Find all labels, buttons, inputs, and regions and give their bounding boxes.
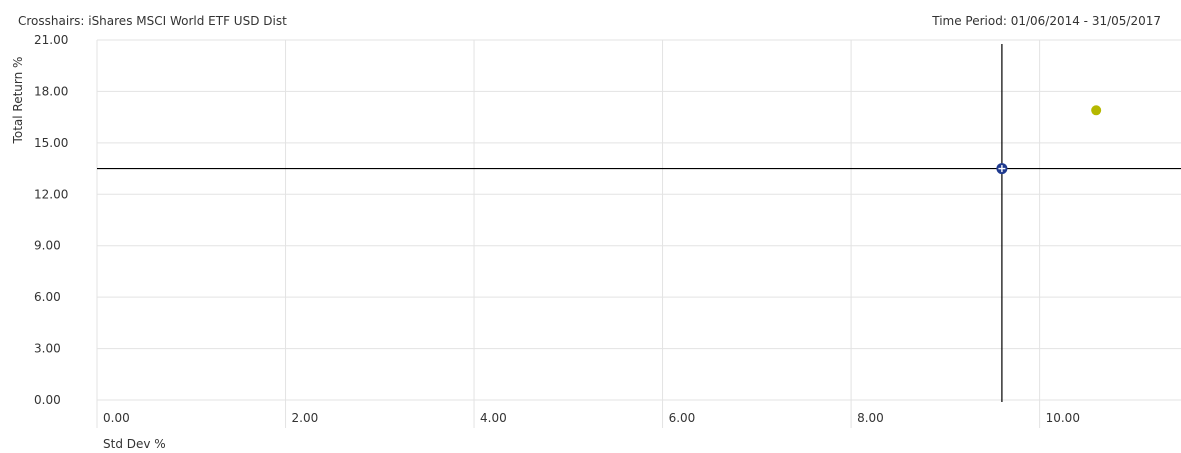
y-tick-label: 18.00: [34, 84, 68, 98]
x-tick-label: 10.00: [1046, 411, 1080, 425]
grid-layer: [96, 39, 1181, 428]
x-tick-labels: 0.00 2.00 4.00 6.00 8.00 10.00: [103, 411, 1080, 425]
chart-title: Crosshairs: iShares MSCI World ETF USD D…: [18, 14, 287, 28]
y-tick-label: 15.00: [34, 136, 68, 150]
y-tick-label: 3.00: [34, 342, 61, 356]
y-tick-label: 9.00: [34, 239, 61, 253]
data-point: [1091, 105, 1102, 116]
y-axis-title: Total Return %: [11, 57, 25, 145]
data-points: [1091, 105, 1102, 116]
x-axis-title: Std Dev %: [103, 437, 166, 451]
crosshair: [97, 44, 1181, 402]
x-tick-label: 8.00: [857, 411, 884, 425]
time-period-label: Time Period: 01/06/2014 - 31/05/2017: [932, 14, 1161, 28]
x-tick-label: 2.00: [292, 411, 319, 425]
y-tick-label: 21.00: [34, 33, 68, 47]
x-tick-label: 4.00: [480, 411, 507, 425]
y-tick-labels: 0.00 3.00 6.00 9.00 12.00 15.00 18.00 21.00: [34, 33, 68, 407]
y-tick-label: 12.00: [34, 187, 68, 201]
y-tick-label: 6.00: [34, 290, 61, 304]
y-tick-label: 0.00: [34, 393, 61, 407]
x-tick-label: 6.00: [669, 411, 696, 425]
x-tick-label: 0.00: [103, 411, 130, 425]
